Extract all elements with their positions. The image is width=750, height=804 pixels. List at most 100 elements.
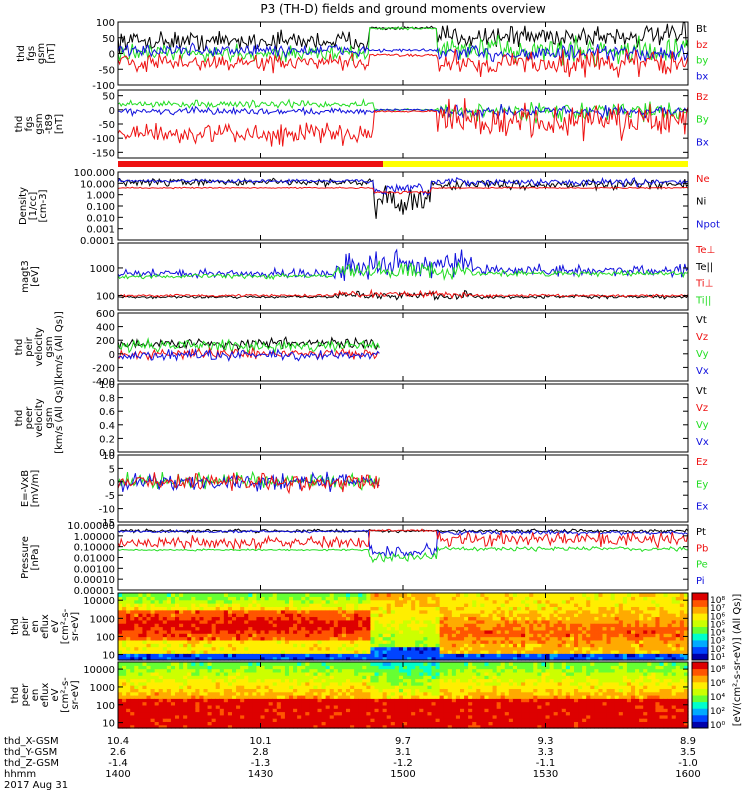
spectrogram-peir-cell [236, 629, 241, 634]
spectrogram-peer-cell [223, 718, 229, 722]
spectrogram-peer-cell [329, 688, 335, 693]
spectrogram-peir-cell [374, 653, 380, 658]
spectrogram-peer-cell [439, 671, 445, 676]
spectrogram-peir-cell [191, 606, 196, 611]
spectrogram-peer-cell [187, 685, 192, 689]
spectrogram-peir-cell [366, 629, 372, 634]
spectrogram-peer-cell [317, 721, 323, 726]
spectrogram-peer-cell [166, 698, 172, 703]
spectrogram-peer-cell [346, 714, 351, 719]
spectrogram-peir-cell [631, 623, 636, 628]
spectrogram-peer-cell [305, 721, 310, 726]
spectrogram-peir-cell [362, 649, 367, 654]
spectrogram-peer-cell [341, 714, 347, 719]
spectrogram-peer-cell [398, 665, 404, 670]
spectrogram-peer-cell [321, 662, 327, 666]
spectrogram-peer-cell [175, 718, 180, 722]
spectrogram-peer-cell [529, 708, 534, 713]
spectrogram-peir-cell [394, 653, 400, 658]
spectrogram-peir-cell [223, 649, 229, 654]
spectrogram-peer-cell [280, 662, 286, 666]
spectrogram-peer-cell [512, 681, 518, 686]
spectrogram-peer-cell [154, 678, 160, 683]
spectrogram-peer-cell [317, 701, 323, 706]
spectrogram-peir-cell [647, 636, 652, 641]
spectrogram-peir-cell [407, 593, 412, 597]
spectrogram-peer-cell [427, 675, 433, 680]
spectrogram-peir-cell [545, 613, 551, 618]
spectrogram-peir-cell [191, 656, 196, 661]
spectrogram-peer-cell [301, 714, 306, 719]
spectrogram-peer-cell [362, 724, 367, 729]
spectrogram-peir-cell [460, 593, 465, 597]
spectrogram-peir-cell [118, 633, 123, 638]
spectrogram-peir-cell [500, 603, 506, 607]
spectrogram-peir-cell [557, 649, 563, 654]
spectrogram-peir-cell [602, 636, 608, 641]
spectrogram-peer-cell [268, 718, 274, 722]
spectrogram-peir-cell [472, 613, 477, 618]
spectrogram-peer-cell [150, 668, 156, 673]
spectrogram-peer-cell [468, 708, 473, 713]
series-Pb [117, 528, 689, 551]
spectrogram-peer-cell [553, 675, 559, 680]
spectrogram-peer-cell [435, 668, 441, 673]
spectrogram-peer-cell [142, 688, 148, 693]
spectrogram-peir-cell [240, 606, 245, 611]
spectrogram-peer-cell [394, 721, 400, 726]
spectrogram-peir-cell [154, 636, 160, 641]
spectrogram-peir-cell [517, 593, 522, 597]
spectrogram-peer-cell [476, 675, 481, 680]
spectrogram-peir-cell [272, 626, 278, 631]
spectrogram-peer-cell [407, 691, 412, 696]
spectrogram-peir-cell [370, 606, 376, 611]
spectrogram-peir-cell [313, 609, 319, 614]
spectrogram-peer-cell [492, 678, 498, 683]
spectrogram-peer-cell [227, 662, 233, 666]
spectrogram-peer-cell [280, 701, 286, 706]
spectrogram-peer-cell [219, 681, 225, 686]
spectrogram-peir-cell [293, 649, 298, 654]
spectrogram-peer-cell [301, 678, 306, 683]
spectrogram-peer-cell [512, 685, 518, 689]
spectrogram-peer-cell [244, 665, 249, 670]
spectrogram-peer-cell [346, 724, 351, 729]
spectrogram-peir-cell [317, 599, 323, 604]
spectrogram-peer-cell [435, 718, 441, 722]
spectrogram-peir-cell [289, 623, 294, 628]
spectrogram-peer-cell [411, 662, 416, 666]
spectrogram-peir-cell [138, 653, 144, 658]
spectrogram-peir-cell [284, 656, 290, 661]
spectrogram-peir-cell [480, 646, 486, 651]
spectrogram-peir-cell [207, 626, 213, 631]
spectrogram-peir-cell [329, 629, 335, 634]
spectrogram-peir-cell [321, 606, 327, 611]
spectrogram-peir-cell [191, 613, 196, 618]
spectrogram-peir-cell [683, 599, 689, 604]
spectrogram-peer-cell [553, 714, 559, 719]
spectrogram-peir-cell [431, 616, 437, 621]
spectrogram-peer-cell [170, 711, 176, 716]
spectrogram-peir-cell [260, 593, 266, 597]
spectrogram-peir-cell [537, 629, 543, 634]
spectrogram-peir-cell [142, 646, 148, 651]
spectrogram-peir-cell [187, 639, 192, 644]
spectrogram-peir-cell [236, 649, 241, 654]
spectrogram-peir-cell [122, 629, 127, 634]
spectrogram-peer-cell [166, 678, 172, 683]
spectrogram-peer-cell [398, 711, 404, 716]
spectrogram-peer-cell [512, 662, 518, 666]
spectrogram-peer-cell [195, 678, 201, 683]
spectrogram-peer-cell [460, 701, 465, 706]
spectrogram-peer-cell [252, 711, 258, 716]
spectrogram-peir-cell [264, 626, 270, 631]
spectrogram-peer-cell [541, 701, 547, 706]
spectrogram-peir-cell [394, 603, 400, 607]
spectrogram-peir-cell [158, 593, 164, 597]
spectrogram-peer-cell [150, 711, 156, 716]
spectrogram-peir-cell [293, 613, 298, 618]
spectrogram-peir-cell [138, 609, 144, 614]
spectrogram-peir-cell [346, 593, 351, 597]
spectrogram-peer-cell [537, 665, 543, 670]
